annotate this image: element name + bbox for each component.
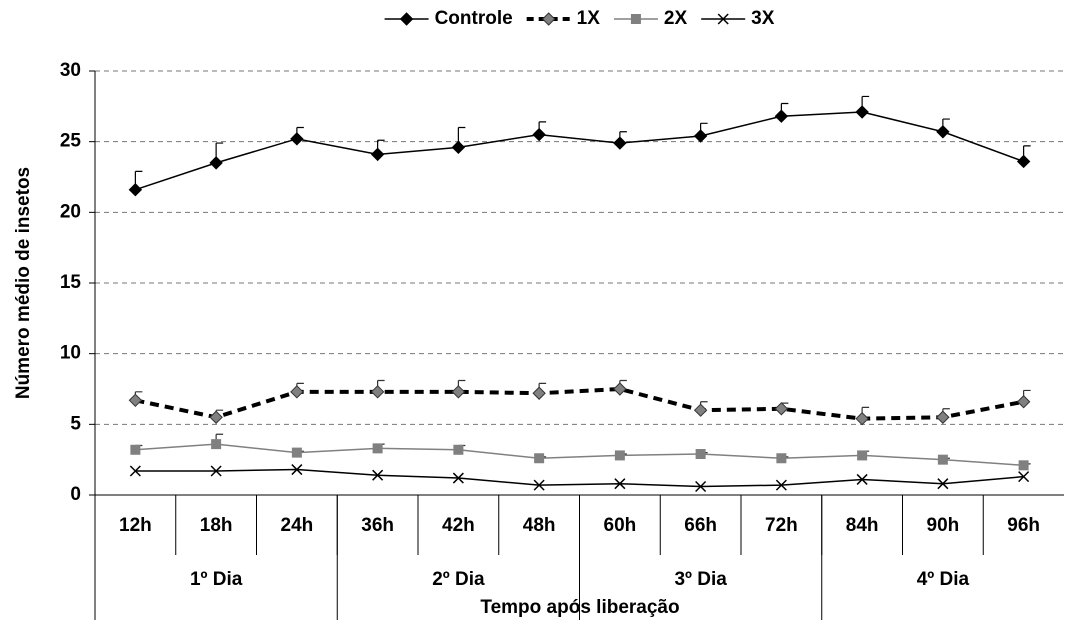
marker — [1018, 460, 1029, 471]
y-tick-label: 0 — [70, 484, 81, 505]
group-label: 1º Dia — [190, 569, 243, 590]
marker — [855, 411, 869, 426]
x-tick-label: 90h — [927, 515, 960, 536]
legend-label: 2X — [664, 8, 688, 29]
legend-label: Controle — [435, 8, 513, 29]
group-label: 3º Dia — [674, 569, 727, 590]
marker — [1016, 154, 1031, 169]
marker — [451, 140, 466, 155]
marker — [372, 469, 384, 481]
marker — [614, 478, 626, 490]
marker — [937, 478, 949, 490]
marker — [855, 105, 869, 119]
x-tick-label: 60h — [604, 515, 637, 536]
marker — [936, 125, 950, 139]
marker — [370, 385, 385, 399]
x-tick-label: 96h — [1007, 515, 1040, 536]
marker — [128, 183, 143, 197]
series-line — [135, 111, 1024, 191]
marker — [290, 132, 304, 146]
legend-label: 1X — [577, 8, 601, 29]
series-line — [134, 386, 1025, 421]
marker — [211, 439, 222, 450]
group-label: 2º Dia — [432, 569, 485, 590]
x-tick-label: 48h — [523, 515, 556, 536]
x-tick-label: 66h — [684, 515, 717, 536]
marker — [534, 453, 545, 464]
marker — [695, 449, 706, 460]
marker — [452, 472, 464, 484]
x-tick-label: 18h — [200, 515, 233, 536]
marker — [936, 410, 950, 424]
marker — [857, 450, 868, 461]
y-tick-label: 5 — [70, 413, 81, 434]
marker — [372, 443, 383, 454]
marker — [695, 480, 707, 493]
marker — [776, 453, 787, 464]
marker — [693, 403, 708, 417]
group-label: 4º Dia — [917, 569, 970, 590]
marker — [128, 393, 143, 408]
series-line — [135, 468, 1024, 488]
marker — [532, 386, 546, 400]
marker — [532, 127, 546, 142]
marker — [1018, 471, 1030, 483]
marker — [290, 385, 304, 399]
y-tick-label: 30 — [60, 60, 81, 81]
marker — [630, 14, 641, 24]
marker — [533, 479, 545, 491]
marker — [856, 473, 868, 485]
marker — [370, 147, 385, 162]
marker — [775, 479, 787, 491]
marker — [613, 136, 627, 150]
marker — [451, 385, 466, 399]
x-tick-label: 12h — [119, 515, 152, 536]
x-tick-label: 42h — [442, 515, 475, 536]
x-tick-label: 36h — [361, 515, 394, 536]
y-axis-title: Número médio de insetos — [13, 167, 34, 399]
marker — [774, 402, 789, 416]
marker — [129, 465, 141, 477]
marker — [717, 13, 729, 25]
y-tick-label: 10 — [60, 343, 81, 364]
marker — [1016, 395, 1031, 409]
marker — [693, 129, 708, 143]
marker — [774, 109, 789, 123]
legend-label: 3X — [751, 8, 775, 29]
x-tick-label: 24h — [281, 515, 314, 536]
x-tick-label: 72h — [765, 515, 798, 536]
y-tick-label: 20 — [60, 201, 81, 222]
marker — [613, 382, 627, 396]
series-line — [135, 443, 1024, 467]
y-tick-label: 15 — [60, 272, 82, 293]
y-tick-label: 25 — [60, 131, 82, 152]
marker — [937, 454, 948, 465]
marker — [209, 156, 223, 170]
marker — [130, 444, 141, 455]
marker — [210, 465, 222, 477]
marker — [291, 464, 303, 476]
marker — [541, 12, 556, 26]
marker — [291, 447, 302, 458]
marker — [614, 450, 625, 461]
marker — [209, 410, 223, 424]
marker — [453, 444, 464, 455]
x-tick-label: 84h — [846, 515, 879, 536]
marker — [399, 12, 414, 26]
legend: Controle 1X 2X 3X — [384, 8, 775, 29]
